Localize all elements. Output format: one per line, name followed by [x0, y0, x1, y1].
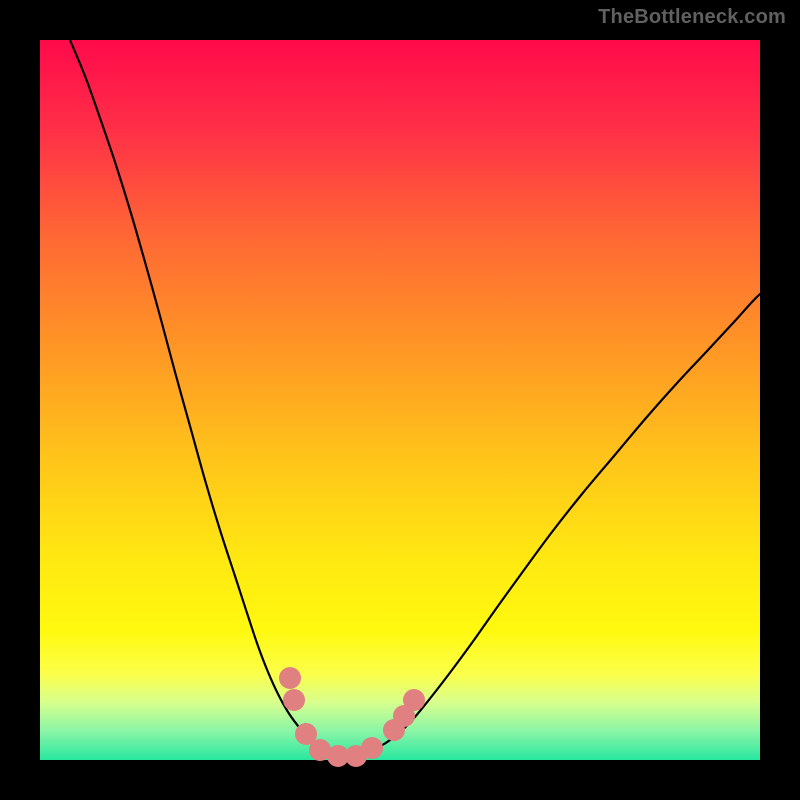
- curve-marker: [279, 667, 301, 689]
- curve-marker: [361, 737, 383, 759]
- chart-svg: [40, 40, 760, 760]
- gradient-background: [40, 40, 760, 760]
- watermark-text: TheBottleneck.com: [598, 6, 786, 29]
- curve-marker: [403, 689, 425, 711]
- outer-frame: TheBottleneck.com: [0, 0, 800, 800]
- plot-area: [40, 40, 760, 760]
- curve-marker: [283, 689, 305, 711]
